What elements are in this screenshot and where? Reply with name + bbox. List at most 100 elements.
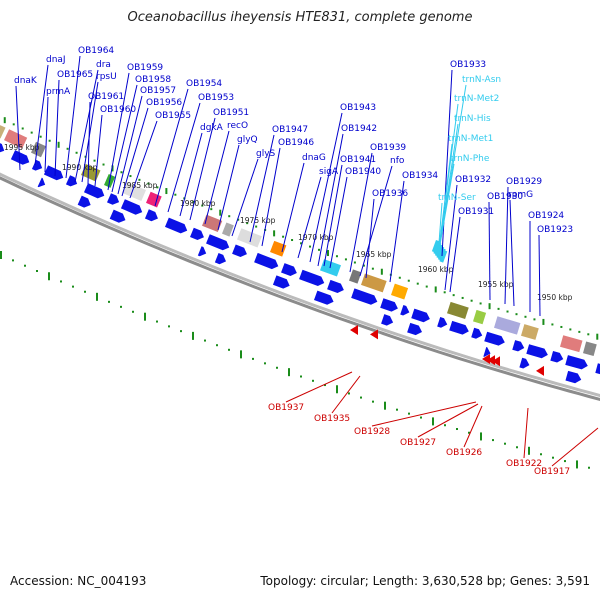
tick-mark (132, 310, 134, 313)
label-leader-line (509, 199, 515, 307)
gene-label-ob1924[interactable]: OB1924 (528, 211, 564, 221)
tick-mark (497, 307, 500, 310)
label-leader-line (371, 401, 477, 427)
gene-label-ob1928[interactable]: OB1928 (354, 427, 390, 437)
forward-gene-arrow (206, 234, 230, 251)
tick-mark (515, 313, 518, 316)
forward-gene-arrow (31, 159, 43, 171)
tick-mark (144, 312, 146, 321)
gene-label-ob1960[interactable]: OB1960 (100, 105, 136, 115)
trna-label-trnn-phe[interactable]: trnN-Phe (450, 154, 490, 164)
gene-label-dgka[interactable]: dgkA (200, 123, 224, 133)
gene-label-ob1922[interactable]: OB1922 (506, 459, 542, 469)
gene-label-ob1947[interactable]: OB1947 (272, 125, 308, 135)
gene-label-ob1929[interactable]: OB1929 (506, 177, 542, 187)
gene-label-ob1934[interactable]: OB1934 (402, 171, 438, 181)
gene-label-ob1942[interactable]: OB1942 (341, 124, 377, 134)
tick-mark (192, 200, 195, 203)
gene-label-reco[interactable]: recO (227, 121, 248, 131)
forward-gene-arrow (164, 217, 188, 234)
tick-mark (96, 292, 98, 301)
gene-label-siga[interactable]: sigA (319, 167, 339, 177)
feature-block (473, 309, 487, 325)
tick-mark (204, 339, 206, 342)
accession-text: Accession: NC_004193 (10, 574, 147, 588)
trna-label-trnn-met2[interactable]: trnN-Met2 (454, 94, 499, 104)
gene-label-glyq[interactable]: glyQ (237, 135, 258, 145)
forward-gene-arrow (351, 288, 378, 305)
gene-label-rpmg[interactable]: rpmG (508, 190, 533, 200)
gene-label-ob1941[interactable]: OB1941 (340, 155, 376, 165)
gene-label-ob1931[interactable]: OB1931 (458, 207, 494, 217)
gene-label-ob1965[interactable]: OB1965 (57, 70, 93, 80)
tick-mark (156, 186, 159, 189)
gene-label-ob1927[interactable]: OB1927 (400, 438, 436, 448)
gene-label-ob1953[interactable]: OB1953 (198, 93, 234, 103)
gene-label-ob1959[interactable]: OB1959 (127, 63, 163, 73)
gene-label-ob1957[interactable]: OB1957 (140, 86, 176, 96)
gene-label-dnag[interactable]: dnaG (302, 153, 326, 163)
trna-label-trnn-asn[interactable]: trnN-Asn (462, 75, 501, 85)
gene-label-ob1937[interactable]: OB1937 (268, 403, 304, 413)
gene-label-ob1946[interactable]: OB1946 (278, 138, 314, 148)
tick-mark (420, 416, 422, 419)
gene-label-ob1926[interactable]: OB1926 (446, 448, 482, 458)
tick-mark (432, 417, 434, 426)
gene-label-dnak[interactable]: dnaK (14, 76, 38, 86)
label-leader-line (167, 102, 201, 213)
tick-mark (219, 209, 222, 216)
gene-label-ob1936[interactable]: OB1936 (372, 189, 408, 199)
gene-label-ob1932[interactable]: OB1932 (455, 175, 491, 185)
gene-label-ob1961[interactable]: OB1961 (88, 92, 124, 102)
tick-mark (312, 379, 314, 382)
label-leader-line (179, 132, 203, 217)
gene-label-dnaj[interactable]: dnaJ (46, 55, 66, 65)
gene-label-ob1930[interactable]: OB1930 (487, 192, 523, 202)
gene-label-ob1939[interactable]: OB1939 (370, 143, 406, 153)
trna-label-trnn-his[interactable]: trnN-His (454, 114, 491, 124)
gene-label-ob1917[interactable]: OB1917 (534, 467, 570, 477)
forward-gene-arrow (0, 142, 5, 154)
tick-mark (408, 412, 410, 415)
gene-label-dra[interactable]: dra (96, 60, 111, 70)
gene-label-ob1923[interactable]: OB1923 (537, 225, 573, 235)
tick-mark (48, 139, 51, 142)
gene-label-ob1958[interactable]: OB1958 (135, 75, 171, 85)
gene-label-nfo[interactable]: nfo (390, 156, 405, 166)
gene-label-ob1935[interactable]: OB1935 (314, 414, 350, 424)
tick-mark (540, 453, 542, 456)
gene-label-ob1951[interactable]: OB1951 (213, 108, 249, 118)
tick-mark (324, 384, 326, 387)
trna-label-trnn-ser[interactable]: trnN-Ser (438, 193, 476, 203)
forward-gene-arrow (232, 244, 247, 258)
trna-gene (439, 250, 448, 263)
gene-label-glys[interactable]: glyS (256, 149, 276, 159)
gene-label-ob1964[interactable]: OB1964 (78, 46, 114, 56)
tick-mark (380, 268, 383, 275)
gene-label-ob1956[interactable]: OB1956 (146, 98, 182, 108)
tick-mark (552, 456, 554, 459)
genome-backbone (0, 172, 600, 402)
gene-label-rpsu[interactable]: rpsU (96, 72, 117, 82)
tick-mark (264, 362, 266, 365)
forward-gene-arrow (519, 357, 530, 369)
gene-label-ob1943[interactable]: OB1943 (340, 103, 376, 113)
forward-gene-arrow (449, 320, 469, 335)
gene-label-ob1940[interactable]: OB1940 (345, 167, 381, 177)
tick-mark (443, 291, 446, 294)
reverse-gene-arrow (370, 329, 378, 340)
tick-mark (291, 239, 294, 242)
trna-label-trnn-met1[interactable]: trnN-Met1 (448, 134, 493, 144)
tick-mark (66, 147, 69, 150)
gene-label-prma[interactable]: prmA (46, 87, 71, 97)
gene-label-ob1954[interactable]: OB1954 (186, 79, 222, 89)
tick-mark (0, 251, 2, 259)
label-leader-line (309, 112, 343, 263)
tick-mark (479, 302, 482, 305)
forward-gene-arrow (471, 327, 483, 339)
gene-label-ob1933[interactable]: OB1933 (450, 60, 486, 70)
gene-label-ob1955[interactable]: OB1955 (155, 111, 191, 121)
kbp-marker: 1950 kbp (537, 293, 573, 302)
feature-bands (0, 125, 597, 356)
